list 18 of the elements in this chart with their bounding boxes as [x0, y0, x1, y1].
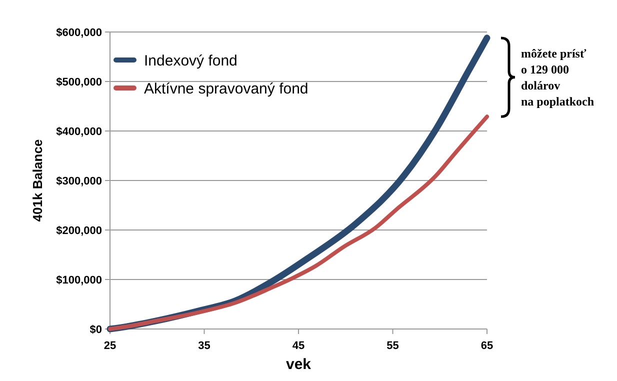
x-tick-label: 55 — [386, 340, 399, 352]
x-tick-label: 35 — [198, 340, 210, 352]
y-tick-label: $600,000 — [56, 26, 102, 39]
line-series — [108, 114, 489, 331]
y-tick-label: $300,000 — [56, 175, 102, 188]
legend-label: Indexový fond — [144, 52, 238, 70]
y-axis-title: 401k Balance — [30, 139, 45, 222]
y-tick-label: $400,000 — [56, 126, 102, 138]
y-tick-label: $200,000 — [56, 224, 102, 237]
text: môžete prísť o 129 000 dolárov na poplatkoch — [521, 46, 594, 108]
x-axis-title: vek — [286, 356, 312, 373]
y-tick-label: $500,000 — [56, 76, 102, 88]
x-tick-label: 65 — [480, 340, 494, 352]
legend-label: Aktívne spravovaný fond — [144, 80, 308, 98]
x-tick-label: 25 — [104, 340, 116, 352]
y-tick-label: $0 — [90, 324, 102, 336]
y-tick-label: $100,000 — [56, 274, 102, 286]
x-tick-label: 45 — [292, 340, 305, 352]
